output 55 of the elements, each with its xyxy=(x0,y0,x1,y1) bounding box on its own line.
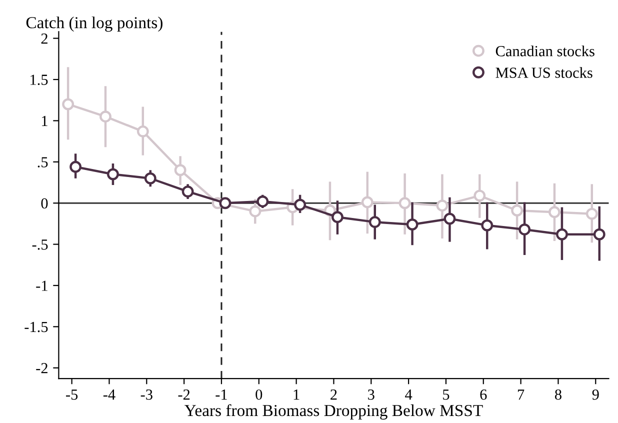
point xyxy=(136,125,149,138)
y-tick-label: 1 xyxy=(42,116,48,126)
legend-label: Canadian stocks xyxy=(496,46,594,56)
point xyxy=(294,198,306,211)
y-axis-title: Catch (in log points) xyxy=(26,16,162,32)
point xyxy=(70,160,82,173)
x-tick-label: -2 xyxy=(178,389,190,400)
x-tick-label: 1 xyxy=(294,390,300,400)
point xyxy=(100,110,112,123)
point xyxy=(518,223,531,236)
x-tick-label: -1 xyxy=(216,390,227,400)
point xyxy=(444,212,456,225)
x-tick-label: 5 xyxy=(443,390,450,400)
x-tick-label: 2 xyxy=(330,389,337,400)
point xyxy=(481,219,494,232)
point xyxy=(249,205,262,218)
y-tick-label: 0 xyxy=(41,198,48,209)
legend-label: MSA US stocks xyxy=(496,67,592,78)
x-tick-label: 8 xyxy=(554,389,562,400)
point xyxy=(256,195,269,208)
point xyxy=(361,196,374,208)
y-tick-label: -.5 xyxy=(32,240,48,250)
point xyxy=(331,211,344,224)
x-tick-label: -3 xyxy=(140,389,152,400)
x-tick-label: -4 xyxy=(103,390,116,400)
x-axis-title: Years from Biomass Dropping Below MSST xyxy=(184,404,483,420)
x-tick-label: 6 xyxy=(480,389,487,400)
x-tick-label: 7 xyxy=(518,390,524,400)
y-tick-label: 1.5 xyxy=(30,74,48,86)
point xyxy=(586,208,598,220)
point xyxy=(106,168,119,180)
point xyxy=(548,206,560,218)
x-tick-label: -5 xyxy=(66,390,78,400)
x-tick-label: 4 xyxy=(405,390,412,400)
point xyxy=(556,228,568,240)
point xyxy=(182,186,194,198)
point xyxy=(398,197,411,210)
y-tick-label: -1.5 xyxy=(24,322,48,332)
y-tick-label: -1 xyxy=(36,280,48,291)
point xyxy=(174,164,186,176)
x-tick-label: 9 xyxy=(592,389,599,400)
x-tick-label: 0 xyxy=(256,389,262,400)
y-tick-label: 2 xyxy=(41,34,48,44)
y-tick-label: -2 xyxy=(36,363,48,374)
point xyxy=(436,200,448,212)
point xyxy=(62,98,74,110)
point xyxy=(406,218,418,230)
y-tick-label: .5 xyxy=(38,157,48,168)
point xyxy=(144,172,156,184)
x-tick-label: 3 xyxy=(368,389,374,400)
point xyxy=(219,197,232,210)
point xyxy=(368,216,381,228)
point xyxy=(511,204,524,216)
point xyxy=(593,228,606,240)
point xyxy=(474,190,486,202)
